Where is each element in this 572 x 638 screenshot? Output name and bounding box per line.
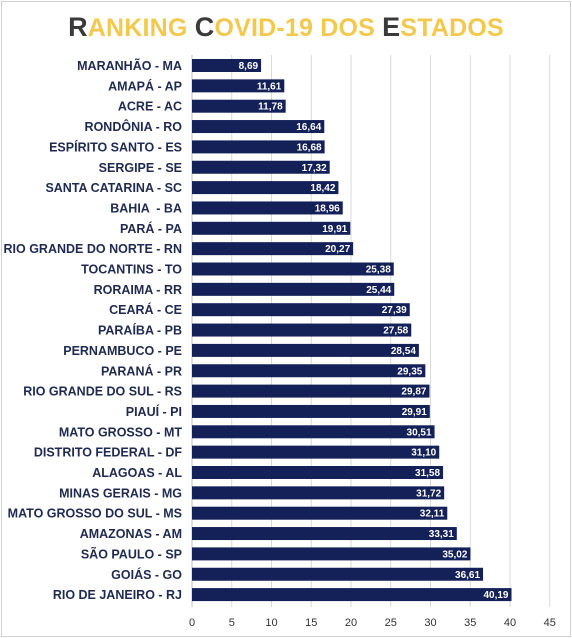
category-label: CEARÁ - CE	[109, 302, 182, 317]
category-label: RONDÔNIA - RO	[85, 119, 183, 134]
category-label: GOIÁS - GO	[111, 567, 182, 582]
bar	[192, 242, 354, 256]
bar	[192, 567, 484, 581]
title-segment: OVID-19 DOS	[214, 14, 383, 42]
x-tick-label: 25	[385, 617, 397, 629]
x-tick-label: 10	[265, 617, 277, 629]
bar	[192, 486, 445, 500]
bar	[192, 140, 325, 154]
bar	[192, 384, 430, 398]
title-segment: ANKING	[87, 14, 195, 42]
bar	[192, 343, 419, 357]
data-label: 18,96	[315, 203, 340, 214]
x-tick-label: 20	[345, 617, 357, 629]
data-label: 29,87	[401, 387, 426, 398]
data-label: 30,51	[407, 427, 432, 438]
category-label: AMAZONAS - AM	[80, 527, 182, 541]
bar	[192, 323, 412, 337]
category-label: MARANHÃO - MA	[77, 58, 182, 73]
category-label: ESPÍRITO SANTO - ES	[49, 139, 182, 154]
category-label: PIAUÍ - PI	[126, 404, 182, 419]
data-label: 31,72	[416, 488, 441, 499]
category-label: SÃO PAULO - SP	[81, 546, 182, 561]
bar	[192, 527, 457, 541]
category-label: RIO GRANDE DO NORTE - RN	[4, 242, 182, 256]
category-label: PARAÍBA - PB	[98, 323, 182, 338]
data-label: 31,10	[411, 448, 436, 459]
bar	[192, 99, 286, 113]
category-label: AMAPÁ - AP	[108, 78, 182, 93]
bar	[192, 404, 430, 418]
data-label: 17,32	[302, 163, 327, 174]
x-tick-label: 45	[544, 617, 556, 629]
category-label: DISTRITO FEDERAL - DF	[34, 446, 183, 460]
title-segment: R	[68, 12, 88, 42]
bar	[192, 201, 343, 215]
bar	[192, 181, 339, 195]
bar	[192, 364, 426, 378]
x-tick-label: 15	[305, 617, 317, 629]
data-label: 29,35	[397, 366, 422, 377]
data-label: 28,54	[391, 346, 416, 357]
data-label: 18,42	[310, 183, 335, 194]
category-label: MATO GROSSO - MT	[59, 425, 183, 439]
bar	[192, 588, 512, 602]
data-label: 33,31	[429, 529, 454, 540]
bar	[192, 445, 440, 459]
bar	[192, 303, 410, 317]
data-label: 40,19	[483, 590, 508, 601]
category-label: RIO GRANDE DO SUL - RS	[23, 385, 182, 399]
data-label: 16,68	[297, 142, 322, 153]
data-label: 11,78	[258, 102, 283, 113]
category-label: PARANÁ - PR	[101, 363, 182, 378]
data-label: 8,69	[239, 61, 259, 72]
x-tick-label: 30	[424, 617, 436, 629]
data-label: 35,02	[442, 549, 467, 560]
category-label: SERGIPE - SE	[99, 161, 182, 175]
category-label: PARÁ - PA	[120, 221, 182, 236]
bar	[192, 221, 351, 235]
bar	[192, 425, 435, 439]
data-label: 16,64	[296, 122, 321, 133]
category-label: MINAS GERAIS - MG	[59, 486, 182, 500]
data-label: 27,58	[383, 326, 408, 337]
x-tick-label: 40	[504, 617, 516, 629]
data-label: 29,91	[402, 407, 427, 418]
chart-title: RANKING COVID-19 DOS ESTADOS	[0, 12, 572, 43]
title-segment: STADOS	[400, 14, 504, 42]
bar	[192, 120, 325, 134]
bar	[192, 79, 285, 93]
data-label: 25,38	[366, 265, 391, 276]
data-label: 27,39	[382, 305, 407, 316]
bar	[192, 506, 448, 520]
x-tick-label: 5	[229, 617, 235, 629]
category-label: ALAGOAS - AL	[92, 466, 182, 480]
title-segment: C	[194, 12, 215, 42]
category-label: ACRE - AC	[118, 100, 182, 114]
bar	[192, 59, 262, 72]
bar	[192, 160, 330, 174]
bar	[192, 547, 471, 561]
category-label: BAHIA - BA	[110, 201, 182, 215]
category-label: RIO DE JANEIRO - RJ	[53, 588, 182, 602]
x-tick-label: 35	[464, 617, 476, 629]
data-label: 36,61	[455, 570, 480, 581]
bar	[192, 282, 395, 296]
data-label: 19,91	[322, 224, 347, 235]
category-label: SANTA CATARINA - SC	[45, 181, 182, 195]
x-tick-label: 0	[189, 617, 195, 629]
data-label: 31,58	[415, 468, 440, 479]
data-label: 11,61	[257, 81, 282, 92]
data-label: 20,27	[325, 244, 350, 255]
category-label: TOCANTINS - TO	[81, 263, 182, 277]
category-label: RORAIMA - RR	[94, 283, 182, 297]
data-label: 25,44	[366, 285, 391, 296]
category-label: MATO GROSSO DO SUL - MS	[8, 507, 182, 521]
title-segment: E	[382, 12, 401, 42]
data-label: 32,11	[420, 509, 445, 520]
bar	[192, 262, 394, 276]
category-label: PERNAMBUCO - PE	[63, 344, 182, 358]
bar	[192, 466, 444, 479]
